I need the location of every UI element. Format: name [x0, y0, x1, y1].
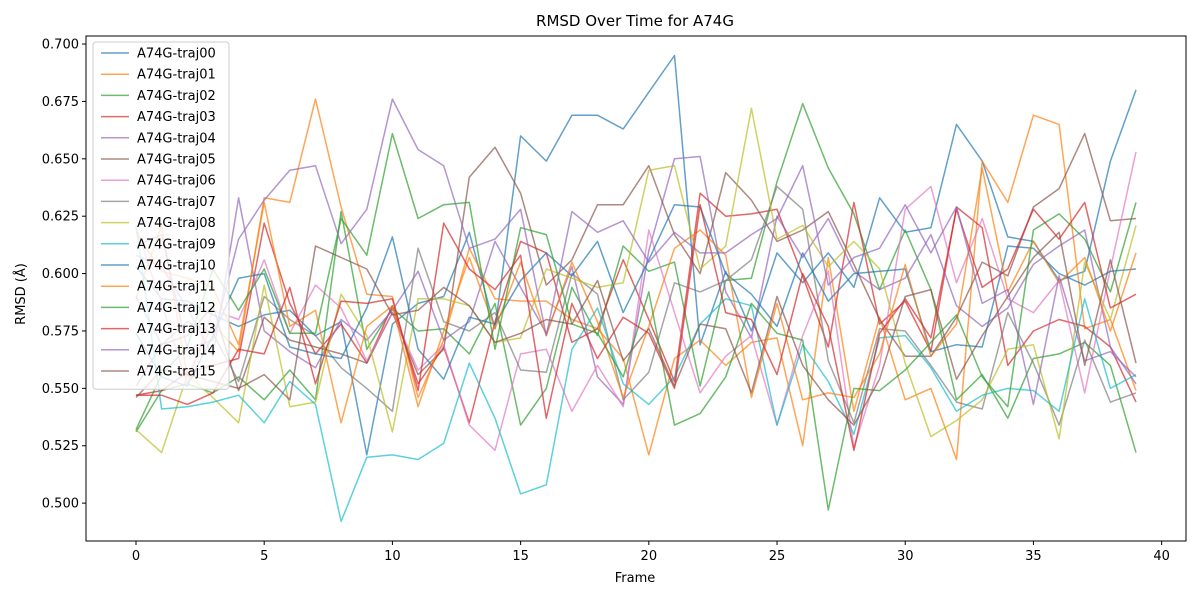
y-tick-label: 0.500	[42, 497, 79, 512]
series-line-a74g-traj01	[135, 98, 1137, 461]
legend-entry-label: A74G-traj11	[137, 280, 216, 295]
legend-entry-label: A74G-traj13	[137, 322, 216, 337]
legend-entry-label: A74G-traj08	[137, 216, 216, 231]
y-tick-label: 0.575	[42, 324, 79, 339]
legend-entry-label: A74G-traj09	[137, 237, 216, 252]
y-tick-label: 0.625	[42, 210, 79, 225]
legend: A74G-traj00 A74G-traj01 A74G-traj02 A74G-tr…	[92, 41, 230, 390]
y-tick-label: 0.600	[42, 267, 79, 282]
y-tick-label: 0.525	[42, 439, 79, 454]
series-line-a74g-traj02	[135, 102, 1137, 453]
legend-entry-label: A74G-traj07	[137, 195, 216, 210]
x-tick-label: 40	[1153, 549, 1170, 564]
legend-entry-label: A74G-traj04	[137, 131, 216, 146]
series-line-a74g-traj13	[136, 201, 1137, 452]
series-lines	[135, 54, 1137, 523]
series-line-a74g-traj09	[135, 225, 1137, 523]
y-tick-label: 0.650	[42, 152, 79, 167]
series-line-a74g-traj07	[135, 185, 1137, 426]
legend-entry-label: A74G-traj05	[137, 153, 216, 168]
y-axis-label: RMSD (Å)	[13, 263, 29, 325]
legend-entry-label: A74G-traj00	[137, 47, 216, 62]
series-line-a74g-traj14	[135, 98, 1137, 406]
axes-frame	[85, 35, 1187, 542]
y-tick-label: 0.550	[42, 382, 79, 397]
legend-entry-label: A74G-traj02	[137, 89, 216, 104]
series-line-a74g-traj08	[135, 107, 1137, 454]
x-axis-label: Frame	[615, 571, 656, 586]
series-line-a74g-traj03	[135, 192, 1137, 424]
legend-entry-label: A74G-traj10	[137, 259, 216, 274]
x-tick-label: 35	[1025, 549, 1042, 564]
x-tick-label: 0	[132, 549, 140, 564]
x-axis-ticks: 0 5 10 15 20 25 30 35 40	[132, 541, 1170, 564]
legend-entry-label: A74G-traj12	[137, 301, 216, 316]
legend-entry-label: A74G-traj06	[137, 174, 216, 189]
legend-entry-label: A74G-traj15	[137, 365, 216, 380]
series-line-a74g-traj05	[135, 132, 1137, 392]
chart-title: RMSD Over Time for A74G	[536, 12, 734, 30]
x-tick-label: 20	[641, 549, 658, 564]
x-tick-label: 5	[260, 549, 268, 564]
y-tick-label: 0.675	[42, 95, 79, 110]
legend-entry-label: A74G-traj01	[137, 68, 216, 83]
x-tick-label: 30	[897, 549, 914, 564]
series-line-a74g-traj15	[135, 231, 1137, 426]
legend-entry-label: A74G-traj03	[137, 110, 216, 125]
x-tick-label: 15	[512, 549, 529, 564]
legend-entry-label: A74G-traj14	[137, 343, 216, 358]
x-tick-label: 25	[769, 549, 786, 564]
series-line-a74g-traj04	[135, 155, 1137, 406]
y-axis-ticks: 0.500 0.525 0.550 0.575 0.600 0.625 0.650 0.675…	[42, 38, 86, 512]
x-tick-label: 10	[384, 549, 401, 564]
legend-box	[92, 41, 230, 390]
y-tick-label: 0.700	[42, 38, 79, 53]
